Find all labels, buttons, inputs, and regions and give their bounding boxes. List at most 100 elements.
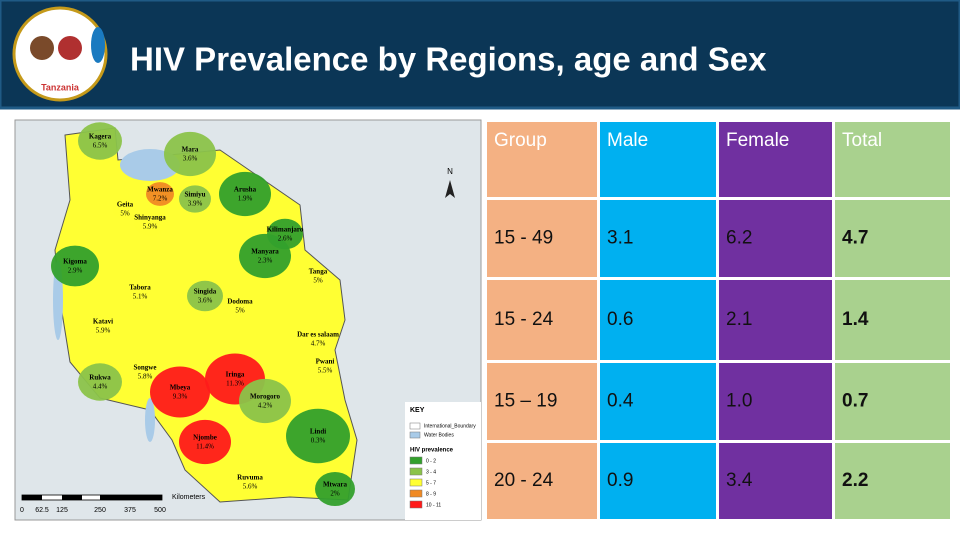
scale-unit: Kilometers <box>172 494 206 501</box>
title: HIV Prevalence by Regions, age and Sex <box>130 41 767 78</box>
table-cell <box>487 122 597 197</box>
region-area <box>219 171 271 217</box>
region-name: Singida <box>194 288 217 296</box>
table-cell <box>600 443 716 519</box>
region-name: Manyara <box>251 248 279 256</box>
key-swatch <box>409 431 421 439</box>
table-cell <box>487 280 597 360</box>
table-cell <box>835 443 950 519</box>
header-cell: Male <box>607 130 648 151</box>
region-name: Morogoro <box>250 393 281 401</box>
region-area <box>308 330 328 348</box>
key-item: Water Bodies <box>424 432 454 438</box>
scale-tick: 250 <box>94 507 106 514</box>
region-value: 3.6% <box>183 155 198 163</box>
region-area <box>239 378 291 424</box>
data-cell: 0.6 <box>607 309 633 330</box>
region-name: Tanga <box>309 268 328 276</box>
table-cell <box>719 280 832 360</box>
legend-label: 8 - 9 <box>426 491 436 497</box>
region-area <box>179 419 231 465</box>
region-name: Mara <box>182 146 199 154</box>
region-name: Arusha <box>234 186 257 194</box>
scale-seg <box>22 495 42 500</box>
logo-figure <box>30 36 54 60</box>
scale-tick: 125 <box>56 507 68 514</box>
table-cell <box>835 200 950 277</box>
data-cell: 15 - 24 <box>494 309 554 330</box>
region-name: Mbeya <box>170 384 191 392</box>
region-area <box>51 245 99 287</box>
table-cell <box>487 363 597 440</box>
region-area <box>78 122 122 160</box>
region-area <box>187 280 223 312</box>
region-value: 5.9% <box>143 223 158 231</box>
data-cell: 0.7 <box>842 391 868 412</box>
table-cell <box>487 443 597 519</box>
table-cell <box>600 363 716 440</box>
data-cell: 0.4 <box>607 391 634 412</box>
scale-tick: 375 <box>124 507 136 514</box>
region-area <box>315 472 355 506</box>
region-name: Geita <box>117 201 134 209</box>
legend-title: HIV prevalence <box>410 448 454 454</box>
header-cell: Female <box>726 130 789 151</box>
region-value: 2.9% <box>68 267 83 275</box>
region-value: 6.5% <box>93 142 108 150</box>
region-name: Njombe <box>193 434 217 442</box>
legend-label: 3 - 4 <box>426 469 436 475</box>
table-cell <box>719 122 832 197</box>
region-name: Ruvuma <box>237 474 263 482</box>
region-name: Kagera <box>89 133 112 141</box>
table-cell <box>835 122 950 197</box>
scale-tick: 500 <box>154 507 166 514</box>
region-value: 5.5% <box>318 367 333 375</box>
data-cell: 2.2 <box>842 470 868 491</box>
region-value: 1.9% <box>238 195 253 203</box>
region-value: 5.6% <box>243 483 258 491</box>
header-cell: Group <box>494 130 547 151</box>
region-area <box>239 233 291 279</box>
table-cell <box>600 200 716 277</box>
data-cell: 15 – 19 <box>494 391 557 412</box>
region-name: Kilimanjaro <box>267 226 304 234</box>
legend-swatch <box>409 467 423 476</box>
table-cell <box>719 443 832 519</box>
logo-text: Tanzania <box>41 82 80 92</box>
region-value: 2.6% <box>278 235 293 243</box>
region-name: Iringa <box>226 371 245 379</box>
region-value: 5.1% <box>133 293 148 301</box>
region-area <box>113 198 137 220</box>
region-name: Mtwara <box>323 481 348 489</box>
logo-map <box>91 27 105 63</box>
legend-swatch <box>409 456 423 465</box>
region-value: 9.3% <box>173 393 188 401</box>
data-cell: 0.9 <box>607 470 633 491</box>
region-name: Dar es salaam <box>297 331 339 339</box>
data-cell: 2.1 <box>726 309 752 330</box>
region-value: 5.8% <box>138 373 153 381</box>
region-name: Pwani <box>316 358 335 366</box>
region-value: 11.4% <box>196 443 214 451</box>
scale-tick: 0 <box>20 507 24 514</box>
table-cell <box>600 122 716 197</box>
region-name: Lindi <box>310 428 326 436</box>
data-cell: 1.4 <box>842 309 869 330</box>
table: Group Male Female Total 15 - 49 3.1 6.2 4.7 15 -… <box>487 122 950 519</box>
key-title: KEY <box>410 407 425 414</box>
region-name: Simiyu <box>184 191 205 199</box>
data-cell: 15 - 49 <box>494 228 553 249</box>
north-arrow <box>445 180 455 198</box>
table-cell <box>600 280 716 360</box>
region-value: 4.4% <box>93 383 108 391</box>
region-value: 5% <box>120 210 130 218</box>
region-area <box>134 208 166 236</box>
region-area <box>164 131 216 177</box>
region-name: Shinyanga <box>134 214 166 222</box>
region-area <box>146 182 174 206</box>
logo-figure <box>58 36 82 60</box>
data-cell: 4.7 <box>842 228 868 249</box>
region-area <box>179 185 211 213</box>
region-area <box>150 366 210 418</box>
scale-tick: 62.5 <box>35 507 49 514</box>
